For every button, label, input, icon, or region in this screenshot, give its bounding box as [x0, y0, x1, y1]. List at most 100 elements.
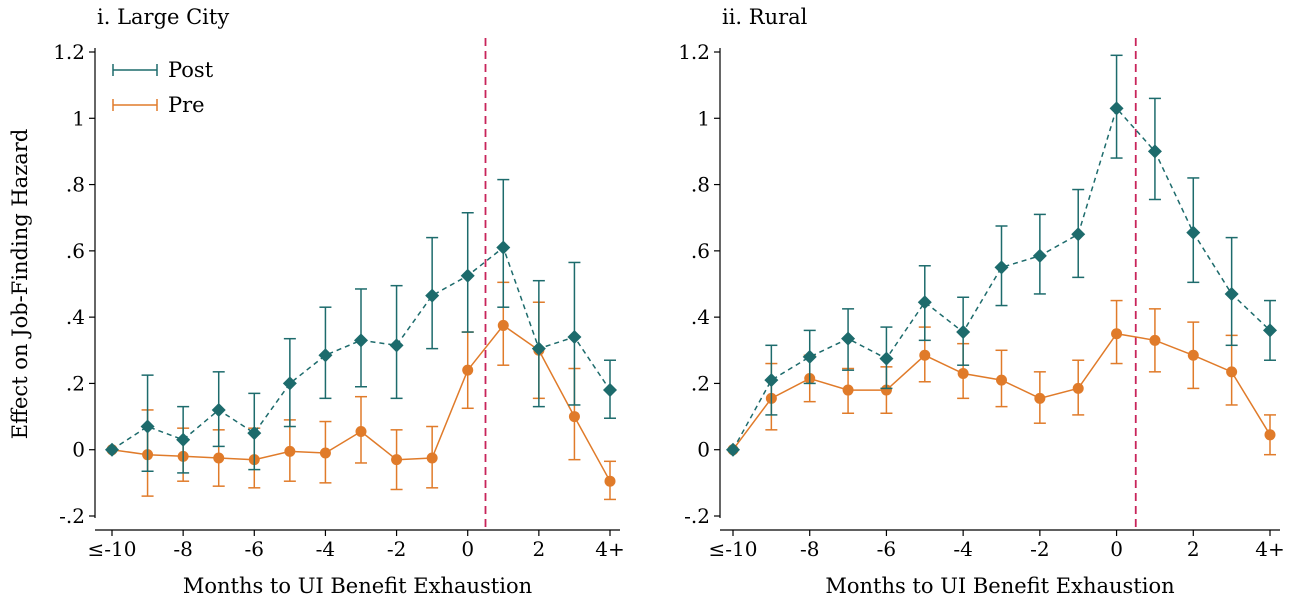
data-point [496, 240, 511, 255]
y-tick-label: .6 [691, 239, 710, 263]
data-point [603, 383, 617, 398]
y-tick-label: .8 [691, 173, 710, 197]
x-tick-label: -8 [173, 537, 192, 561]
data-point [1263, 323, 1277, 338]
panel-large-city: i. Large City -.2 0 .2 .4 .6 .8 1 1.2 ≤-10 -8 -6 -4 -… [53, 5, 625, 598]
data-point [211, 402, 226, 417]
x-tick-label: -6 [877, 537, 896, 561]
y-tick-label: -.2 [684, 504, 710, 528]
series-pre [106, 281, 616, 501]
y-tick-label: .6 [66, 239, 85, 263]
data-point [140, 419, 155, 434]
data-point [1034, 392, 1046, 404]
data-point [957, 367, 969, 379]
y-tick-label: 0 [72, 438, 85, 462]
y-tick-label: 1.2 [53, 40, 85, 64]
y-tick-label: .8 [66, 173, 85, 197]
x-tick-label: -6 [245, 537, 264, 561]
data-point [880, 384, 892, 396]
legend: Post Pre [112, 58, 214, 117]
data-point [531, 341, 546, 356]
y-tick-label: -.2 [59, 504, 85, 528]
data-point [994, 260, 1009, 275]
x-tick-label: -2 [387, 537, 406, 561]
data-point [568, 411, 580, 423]
data-point [319, 447, 331, 459]
data-point [919, 349, 931, 361]
x-tick-label: 2 [532, 537, 545, 561]
data-point [567, 330, 582, 345]
data-point [176, 432, 191, 447]
series-line [732, 106, 1271, 451]
y-tick-label: 1.2 [678, 40, 710, 64]
legend-pre: Pre [112, 93, 205, 117]
x-axis-title: Months to UI Benefit Exhaustion [183, 574, 532, 598]
data-point [1111, 328, 1123, 340]
data-point [460, 268, 475, 283]
data-point [213, 452, 225, 464]
data-point [802, 349, 817, 364]
data-point [841, 331, 856, 346]
x-tick-label: 2 [1187, 537, 1200, 561]
x-tick-label: 4+ [595, 537, 624, 561]
x-tick-label: ≤-10 [88, 537, 137, 561]
data-point [1226, 366, 1238, 378]
data-point [426, 452, 438, 464]
data-point [105, 442, 119, 457]
panel-title: i. Large City [97, 5, 229, 29]
data-point [1109, 101, 1124, 116]
series-post [726, 54, 1277, 457]
y-tick-label: .4 [66, 305, 85, 329]
series-post [105, 178, 617, 474]
legend-label: Pre [168, 93, 205, 117]
data-point [879, 351, 894, 366]
y-tick-label: .2 [691, 371, 710, 395]
data-point [1149, 334, 1161, 346]
data-point [425, 288, 440, 303]
panel-title: ii. Rural [722, 5, 808, 29]
data-point [391, 454, 403, 466]
data-point [355, 425, 367, 437]
x-tick-label: 0 [461, 537, 474, 561]
y-axis-title: Effect on Job-Finding Hazard [8, 129, 32, 440]
y-tick-label: .4 [691, 305, 710, 329]
y-tick-label: 0 [697, 438, 710, 462]
x-axis-title: Months to UI Benefit Exhaustion [825, 574, 1174, 598]
legend-label: Post [168, 58, 214, 82]
data-point [282, 376, 297, 391]
data-point [1072, 382, 1084, 394]
data-point [1187, 349, 1199, 361]
x-tick-label: -4 [316, 537, 335, 561]
series-line [111, 246, 611, 451]
data-point [956, 325, 971, 340]
data-point [318, 348, 333, 363]
data-point [996, 374, 1007, 386]
legend-post: Post [112, 58, 214, 82]
x-tick-label: -4 [953, 537, 972, 561]
data-point [1186, 225, 1201, 240]
data-point [247, 426, 262, 441]
data-point [389, 338, 404, 353]
x-tick-label: -8 [800, 537, 819, 561]
x-tick-label: -2 [1030, 537, 1049, 561]
data-point [604, 475, 616, 487]
data-point [462, 364, 474, 376]
data-point [1224, 286, 1239, 301]
data-point [497, 319, 509, 331]
data-point [764, 373, 779, 388]
data-point [1147, 144, 1162, 159]
panel-rural: ii. Rural -.2 0 .2 .4 .6 .8 1 1.2 ≤-10 -8 -6 -4 -2 0 2 4… [678, 5, 1285, 598]
data-point [726, 442, 740, 457]
data-point [284, 445, 296, 457]
data-point [1071, 227, 1086, 242]
data-point [1032, 248, 1047, 263]
x-tick-label: 4+ [1255, 537, 1284, 561]
data-point [354, 333, 368, 348]
data-point [1264, 429, 1276, 441]
x-tick-label: 0 [1110, 537, 1123, 561]
y-tick-label: .2 [66, 371, 85, 395]
x-tick-label: ≤-10 [709, 537, 758, 561]
data-point [842, 384, 854, 396]
y-tick-label: 1 [697, 106, 710, 130]
